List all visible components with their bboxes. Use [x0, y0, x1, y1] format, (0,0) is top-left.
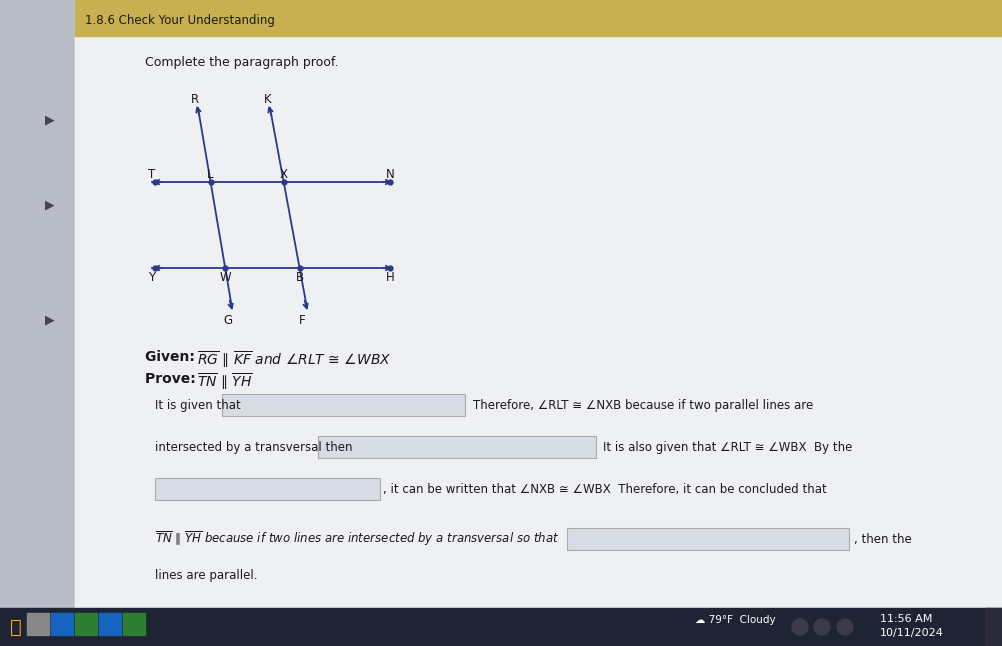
Bar	[123, 613, 145, 635]
Bar	[0, 0, 75, 646]
Text: Complete the paragraph proof.: Complete the paragraph proof.	[145, 56, 339, 69]
Text: Given:: Given:	[145, 350, 199, 364]
Text: It is also given that ∠RLT ≅ ∠WBX  By the: It is also given that ∠RLT ≅ ∠WBX By the	[603, 441, 853, 453]
FancyBboxPatch shape	[567, 528, 849, 550]
Text: Therefore, ∠RLT ≅ ∠NXB because if two parallel lines are: Therefore, ∠RLT ≅ ∠NXB because if two pa…	[473, 399, 814, 412]
FancyBboxPatch shape	[222, 394, 465, 416]
Text: , it can be written that ∠NXB ≅ ∠WBX  Therefore, it can be concluded that: , it can be written that ∠NXB ≅ ∠WBX The…	[383, 483, 827, 495]
Text: , then the: , then the	[854, 532, 912, 545]
Bar	[0, 608, 1002, 646]
Circle shape	[814, 619, 830, 635]
Bar	[75, 36, 1002, 608]
Text: lines are parallel.: lines are parallel.	[155, 568, 258, 581]
Text: G: G	[223, 313, 232, 326]
Text: 🎃: 🎃	[10, 618, 22, 636]
Bar	[27, 613, 49, 635]
Circle shape	[837, 619, 853, 635]
Bar	[75, 613, 97, 635]
Bar	[985, 608, 1002, 646]
Text: $\overline{TN}$ ∥ $\overline{YH}$ because if two lines are intersected by a tran: $\overline{TN}$ ∥ $\overline{YH}$ becaus…	[155, 530, 559, 548]
Text: It is given that: It is given that	[155, 399, 240, 412]
Text: $\overline{RG}$ ∥ $\overline{KF}$ and ∠RLT ≅ ∠WBX: $\overline{RG}$ ∥ $\overline{KF}$ and ∠R…	[197, 350, 392, 370]
Text: W: W	[219, 271, 231, 284]
Text: 10/11/2024: 10/11/2024	[880, 628, 944, 638]
Text: intersected by a transversal then: intersected by a transversal then	[155, 441, 353, 453]
Text: H: H	[386, 271, 395, 284]
Text: ▶: ▶	[45, 114, 55, 127]
Text: ▶: ▶	[45, 313, 55, 326]
Text: F: F	[299, 313, 306, 326]
Text: B: B	[296, 271, 304, 284]
Text: ▶: ▶	[45, 198, 55, 211]
Text: K: K	[265, 92, 272, 105]
Text: N: N	[386, 167, 395, 180]
Text: L: L	[207, 167, 213, 180]
Text: ☁ 79°F  Cloudy: ☁ 79°F Cloudy	[695, 615, 776, 625]
Circle shape	[792, 619, 808, 635]
Text: X: X	[280, 167, 288, 180]
Text: 1.8.6 Check Your Understanding: 1.8.6 Check Your Understanding	[85, 14, 275, 26]
Text: $\overline{TN}$ ∥ $\overline{YH}$: $\overline{TN}$ ∥ $\overline{YH}$	[197, 372, 253, 392]
FancyBboxPatch shape	[318, 436, 596, 458]
Text: R: R	[191, 92, 199, 105]
Bar	[51, 613, 73, 635]
Text: Prove:: Prove:	[145, 372, 200, 386]
FancyBboxPatch shape	[155, 478, 380, 500]
Text: T: T	[148, 167, 155, 180]
Text: Y: Y	[148, 271, 155, 284]
Bar	[99, 613, 121, 635]
Bar	[75, 0, 1002, 36]
Text: 11:56 AM: 11:56 AM	[880, 614, 933, 624]
